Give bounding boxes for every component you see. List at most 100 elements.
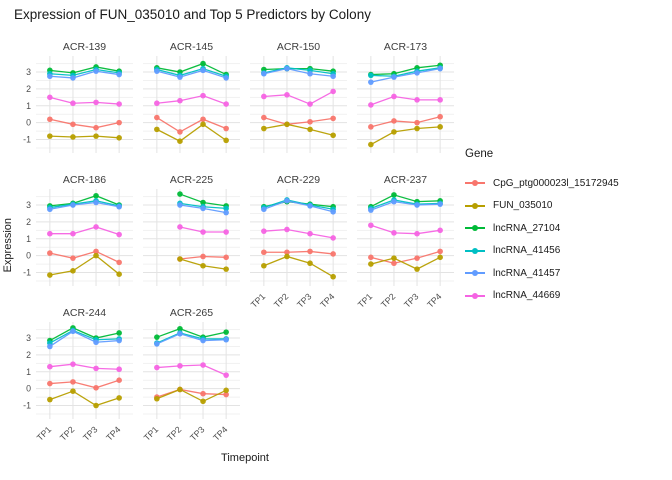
data-point-lncRNA_44669: [223, 372, 229, 378]
series-line-lncRNA_44669: [370, 95, 441, 106]
data-point-lncRNA_44669: [200, 92, 206, 99]
data-point-FUN_035010: [47, 396, 53, 403]
y-axis-title: Expression: [2, 217, 14, 273]
data-point-FUN_035010: [307, 126, 313, 133]
legend-entries: CpG_ptg000023l_15172945 FUN_035010 lncRNA_…: [465, 172, 670, 307]
data-point-lncRNA_44669: [70, 100, 76, 107]
y-tick-label: 0: [26, 251, 31, 261]
series-line-lncRNA_41456: [49, 68, 120, 77]
data-point-FUN_035010: [200, 121, 206, 128]
data-point-FUN_035010: [307, 260, 313, 267]
x-tick-label: TP1: [356, 291, 375, 310]
series-line-lncRNA_44669: [370, 224, 441, 235]
data-point-lncRNA_27104: [116, 330, 122, 336]
data-point-lncRNA_41457: [368, 207, 374, 213]
series-line-lncRNA_41457: [49, 201, 120, 210]
series-line-FUN_035010: [370, 126, 441, 146]
data-point-lncRNA_44669: [93, 99, 99, 106]
data-point-lncRNA_41457: [437, 201, 443, 207]
legend-entry-label: lncRNA_41457: [493, 267, 561, 279]
series-line-lncRNA_41457: [156, 333, 227, 345]
data-point-lncRNA_44669: [330, 235, 336, 241]
legend-key-icon: [465, 266, 485, 280]
data-point-FUN_035010: [368, 141, 374, 148]
data-point-CpG_ptg000023l_15172945: [70, 379, 76, 385]
data-point-lncRNA_44669: [307, 101, 313, 107]
y-tick-label: -1: [23, 268, 31, 278]
data-point-CpG_ptg000023l_15172945: [307, 248, 313, 255]
data-point-FUN_035010: [414, 266, 420, 272]
data-point-lncRNA_41457: [177, 331, 183, 337]
data-point-CpG_ptg000023l_15172945: [177, 129, 183, 135]
data-point-FUN_035010: [223, 266, 229, 272]
series-line-lncRNA_44669: [49, 96, 120, 105]
data-point-FUN_035010: [330, 273, 336, 280]
data-point-CpG_ptg000023l_15172945: [116, 119, 122, 126]
data-point-lncRNA_44669: [70, 361, 76, 367]
series-line-lncRNA_41456: [49, 200, 120, 209]
data-point-FUN_035010: [154, 126, 160, 133]
data-point-FUN_035010: [177, 256, 183, 262]
legend-entry-label: lncRNA_27104: [493, 222, 561, 234]
x-tick-label: TP1: [249, 291, 268, 310]
data-point-FUN_035010: [437, 124, 443, 130]
data-point-lncRNA_44669: [368, 102, 374, 108]
data-point-lncRNA_44669: [154, 364, 160, 371]
series-line-lncRNA_27104: [49, 195, 120, 207]
x-tick-label: TP3: [188, 424, 207, 443]
data-point-lncRNA_44669: [116, 366, 122, 373]
data-point-lncRNA_41457: [223, 209, 229, 216]
y-tick-label: 3: [26, 67, 31, 77]
y-tick-label: 1: [26, 234, 31, 244]
data-point-lncRNA_41457: [70, 202, 76, 208]
data-point-lncRNA_41457: [70, 328, 76, 335]
legend-key-icon: [465, 289, 485, 303]
data-point-CpG_ptg000023l_15172945: [368, 254, 374, 261]
data-point-lncRNA_44669: [177, 224, 183, 230]
series-line-lncRNA_41456: [263, 199, 334, 210]
facet-strip-label: ACR-139: [63, 41, 106, 53]
series-line-CpG_ptg000023l_15172945: [263, 116, 334, 125]
data-point-lncRNA_44669: [414, 97, 420, 103]
data-point-lncRNA_41457: [200, 205, 206, 212]
data-point-FUN_035010: [70, 268, 76, 274]
data-point-lncRNA_44669: [116, 231, 122, 238]
data-point-lncRNA_41457: [154, 341, 160, 347]
series-line-lncRNA_41456: [370, 67, 441, 77]
series-line-lncRNA_41456: [263, 67, 334, 75]
series-line-lncRNA_27104: [370, 64, 441, 76]
data-point-lncRNA_44669: [437, 227, 443, 234]
data-point-lncRNA_41457: [414, 202, 420, 208]
data-point-CpG_ptg000023l_15172945: [368, 124, 374, 130]
y-tick-label: 3: [26, 200, 31, 210]
facet-strip-label: ACR-186: [63, 174, 106, 186]
y-tick-label: 0: [26, 118, 31, 128]
series-line-lncRNA_41457: [156, 69, 227, 79]
data-point-lncRNA_41457: [330, 208, 336, 215]
data-point-lncRNA_41457: [47, 73, 53, 80]
data-point-lncRNA_41457: [223, 336, 229, 343]
data-point-FUN_035010: [177, 138, 183, 144]
data-point-lncRNA_44669: [284, 92, 290, 98]
data-point-lncRNA_44669: [47, 230, 53, 237]
data-point-lncRNA_44669: [307, 230, 313, 237]
legend-key-dot: [472, 292, 478, 299]
legend-entry: CpG_ptg000023l_15172945: [465, 172, 670, 195]
data-point-CpG_ptg000023l_15172945: [223, 391, 229, 398]
data-point-lncRNA_27104: [154, 334, 160, 340]
data-point-CpG_ptg000023l_15172945: [391, 260, 397, 267]
facet-strip-label: ACR-150: [277, 41, 320, 53]
x-tick-label: TP2: [165, 424, 184, 443]
series-line-FUN_035010: [156, 388, 227, 403]
data-point-lncRNA_27104: [391, 192, 397, 198]
legend-entry: lncRNA_41457: [465, 262, 670, 285]
data-point-CpG_ptg000023l_15172945: [116, 377, 122, 384]
series-line-lncRNA_41456: [49, 329, 120, 344]
series-line-lncRNA_41456: [156, 332, 227, 344]
legend: Gene CpG_ptg000023l_15172945 FUN_035010 ln…: [465, 148, 670, 307]
y-tick-label: 3: [26, 333, 31, 343]
data-point-CpG_ptg000023l_15172945: [93, 124, 99, 131]
data-point-lncRNA_41457: [330, 73, 336, 80]
y-tick-label: 2: [26, 350, 31, 360]
